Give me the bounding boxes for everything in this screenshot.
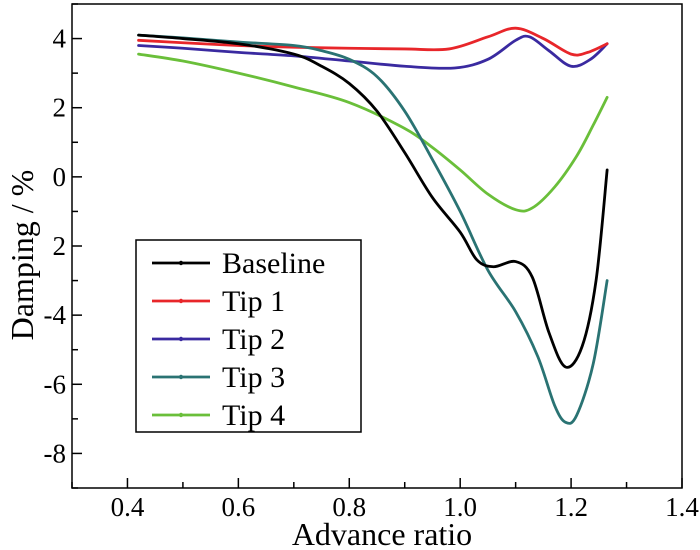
- series-line-tip-4: [137, 52, 609, 213]
- y-tick-labels: 4 2 0 2 -4 -6 -8: [44, 24, 67, 469]
- legend-marker: [178, 336, 184, 342]
- y-tick-label: 4: [53, 24, 67, 54]
- series-line-baseline: [137, 33, 609, 369]
- axis-ticks: [71, 3, 683, 489]
- legend-box: [135, 239, 362, 433]
- x-tick-label: 0.8: [332, 492, 366, 522]
- x-tick-label: 0.4: [111, 492, 145, 522]
- legend-marker: [178, 260, 184, 266]
- x-axis-title: Advance ratio: [292, 516, 472, 550]
- y-axis-title: Damping / %: [4, 170, 40, 341]
- y-tick-label: 2: [53, 231, 67, 261]
- y-tick-label: -8: [44, 438, 67, 468]
- y-tick-label: 2: [53, 93, 67, 123]
- y-tick-label: 0: [53, 162, 67, 192]
- y-tick-label: -6: [44, 369, 67, 399]
- x-tick-labels: 0.4 0.6 0.8 1.0 1.2 1.4: [111, 492, 700, 522]
- legend: Baseline Tip 1 Tip 2 Tip 3 Tip 4: [135, 239, 362, 433]
- y-tick-label: -4: [44, 300, 67, 330]
- plot-curves: [137, 26, 609, 425]
- legend-label: Tip 1: [222, 285, 285, 318]
- x-tick-label: 1.2: [554, 492, 588, 522]
- legend-marker: [178, 298, 184, 304]
- legend-label: Tip 4: [222, 399, 285, 432]
- legend-label: Tip 3: [222, 361, 285, 394]
- legend-label: Tip 2: [222, 323, 285, 356]
- legend-label: Baseline: [222, 247, 325, 280]
- x-tick-label: 1.0: [443, 492, 477, 522]
- legend-marker: [178, 374, 184, 380]
- series-line-tip-2: [137, 34, 609, 70]
- series-line-tip-3: [137, 33, 609, 425]
- x-tick-label: 0.6: [221, 492, 255, 522]
- series-line-tip-1: [137, 26, 609, 57]
- legend-marker: [178, 412, 184, 418]
- x-tick-label: 1.4: [665, 492, 699, 522]
